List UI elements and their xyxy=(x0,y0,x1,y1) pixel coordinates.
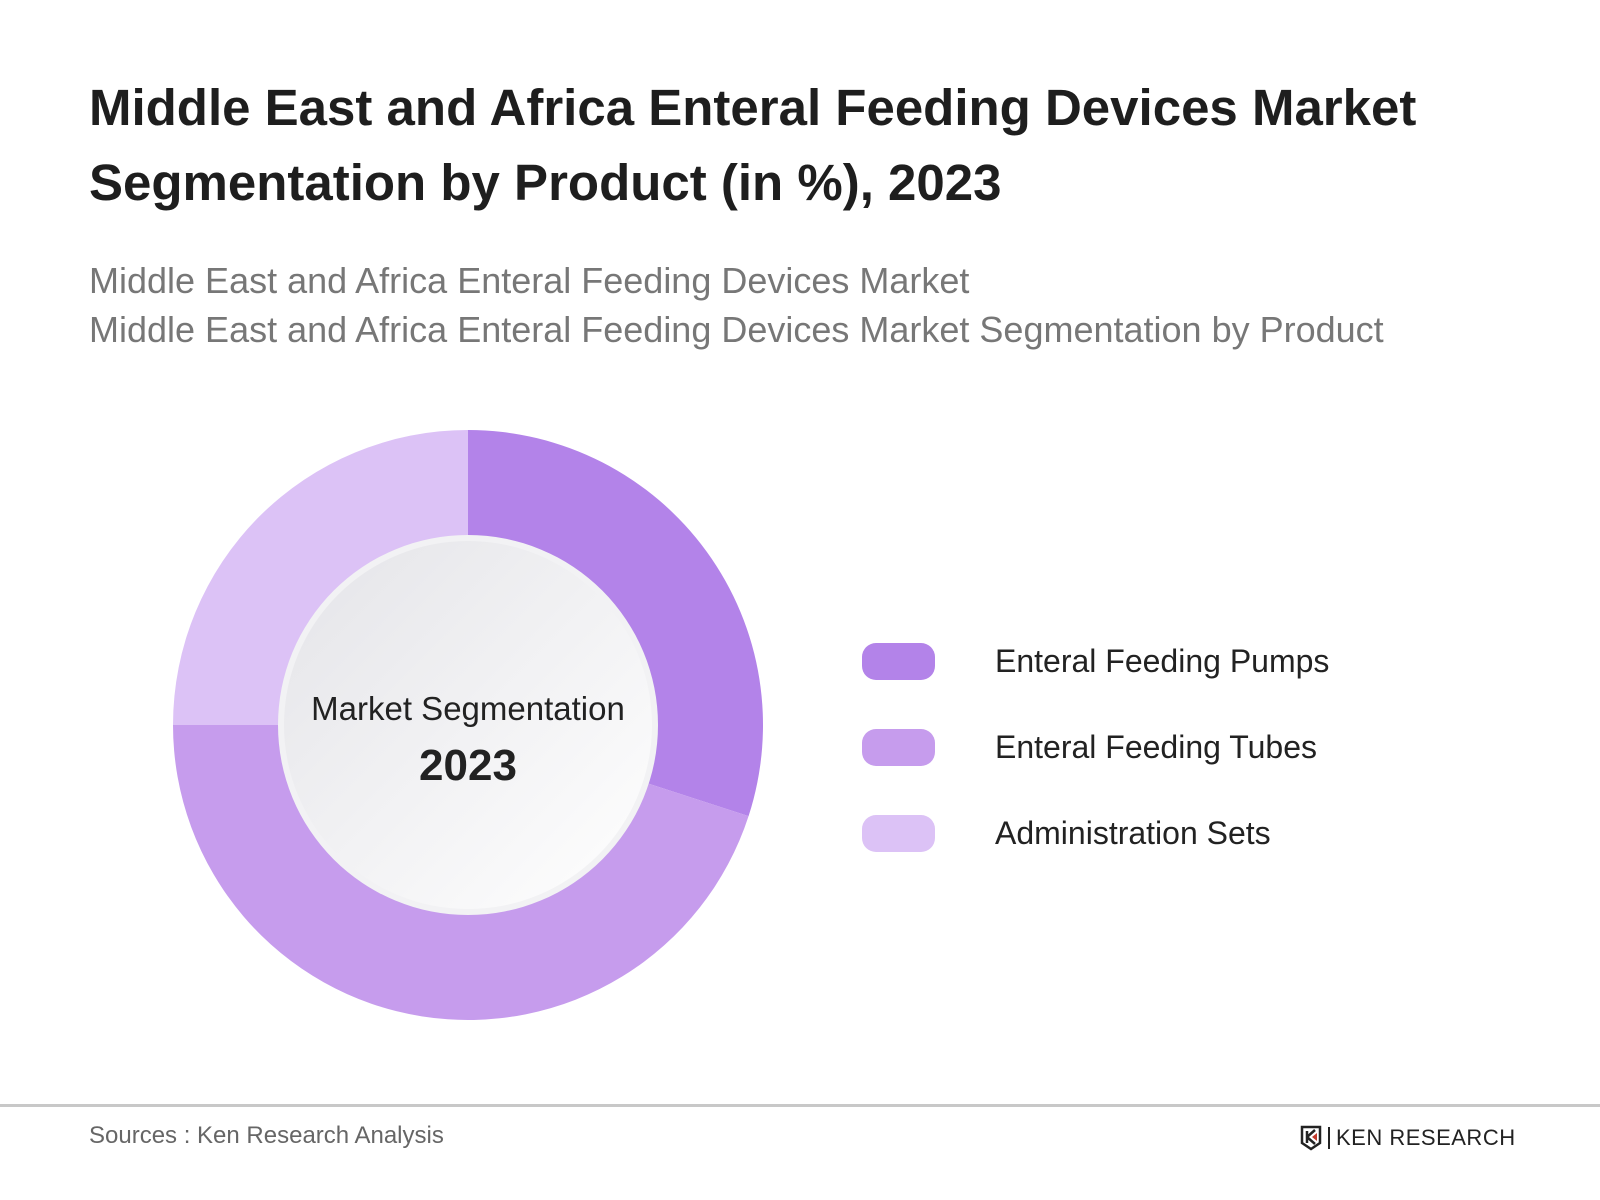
footer-divider xyxy=(0,1104,1600,1107)
logo-text: KEN RESEARCH xyxy=(1336,1125,1516,1150)
logo-divider xyxy=(1328,1127,1330,1149)
chart-subtitle: Middle East and Africa Enteral Feeding D… xyxy=(89,256,1384,354)
legend-item-tubes: Enteral Feeding Tubes xyxy=(862,704,1329,790)
source-note: Sources : Ken Research Analysis xyxy=(89,1122,444,1149)
legend-label: Enteral Feeding Tubes xyxy=(995,728,1317,765)
chart-title: Middle East and Africa Enteral Feeding D… xyxy=(89,79,1417,211)
legend-swatch xyxy=(862,642,935,680)
donut-hole xyxy=(284,541,652,909)
subtitle-line-2: Middle East and Africa Enteral Feeding D… xyxy=(89,309,1384,350)
center-year: 2023 xyxy=(419,741,517,790)
legend-label: Administration Sets xyxy=(995,814,1271,851)
center-label: Market Segmentation xyxy=(311,690,625,727)
legend-swatch xyxy=(862,814,935,852)
legend-label: Enteral Feeding Pumps xyxy=(995,642,1330,679)
legend-item-admin-sets: Administration Sets xyxy=(862,790,1329,876)
legend: Enteral Feeding Pumps Enteral Feeding Tu… xyxy=(862,618,1329,876)
ken-research-logo: KEN RESEARCH xyxy=(1300,1125,1516,1151)
subtitle-line-1: Middle East and Africa Enteral Feeding D… xyxy=(89,260,970,301)
ken-logo-icon xyxy=(1300,1125,1322,1151)
legend-swatch xyxy=(862,728,935,766)
legend-item-pumps: Enteral Feeding Pumps xyxy=(862,618,1329,704)
donut-slice-administration-sets xyxy=(173,430,468,725)
